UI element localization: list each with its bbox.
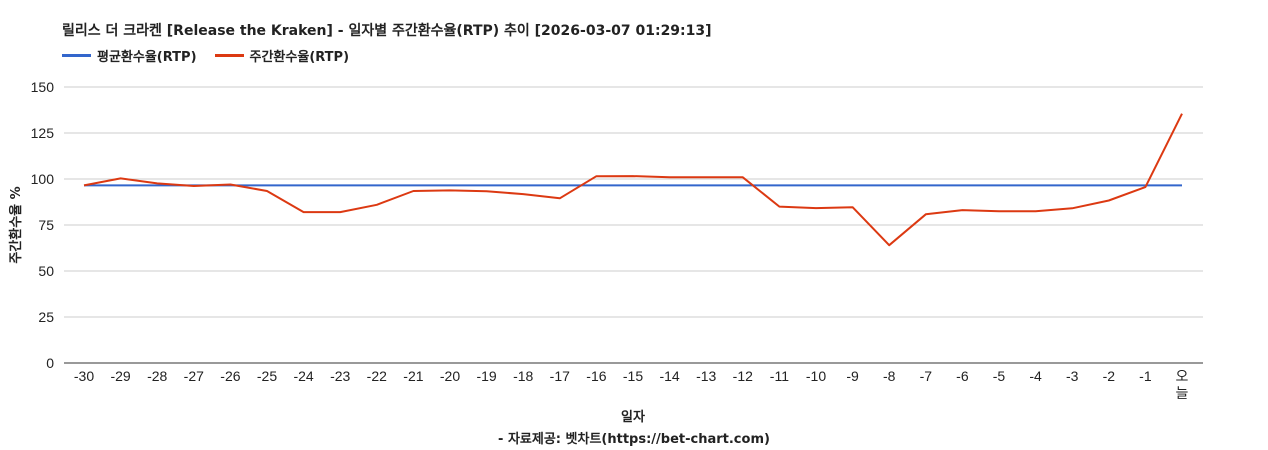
x-tick-label: -2 xyxy=(1103,368,1116,384)
series-lines xyxy=(83,113,1183,247)
x-tick-label: -5 xyxy=(993,368,1006,384)
gridlines xyxy=(64,86,1203,364)
x-tick-label: -26 xyxy=(220,368,240,384)
x-axis-title: 일자 xyxy=(621,410,645,425)
x-tick-label: -9 xyxy=(846,368,859,384)
x-tick-label: -13 xyxy=(696,368,716,384)
x-tick-label: -10 xyxy=(806,368,826,384)
y-tick-label: 150 xyxy=(31,79,55,95)
legend-label-average: 평균환수율(RTP) xyxy=(97,49,197,65)
legend-swatch-average xyxy=(62,53,91,57)
y-tick-labels: 0 25 50 75 100 125 150 xyxy=(31,79,55,371)
chart-title: 릴리스 더 크라켄 [Release the Kraken] - 일자별 주간환… xyxy=(62,23,712,39)
x-tick-label: -1 xyxy=(1139,368,1152,384)
y-axis-title: 주간환수율 % xyxy=(8,186,24,263)
x-tick-label: -15 xyxy=(623,368,643,384)
x-tick-labels: -30 -29 -28 -27 -26 -25 -24 -23 -22 -21 -20 -19 -18 -… xyxy=(74,368,1189,401)
x-tick-label: -18 xyxy=(513,368,533,384)
legend-item-average[interactable]: 평균환수율(RTP) xyxy=(62,46,197,65)
legend-item-weekly[interactable]: 주간환수율(RTP) xyxy=(214,46,350,65)
x-tick-label: -27 xyxy=(184,368,204,384)
y-tick-label: 125 xyxy=(31,125,55,141)
y-tick-label: 50 xyxy=(38,263,54,279)
y-tick-label: 25 xyxy=(38,309,54,325)
x-tick-label: -21 xyxy=(403,368,423,384)
x-tick-label: -25 xyxy=(257,368,277,384)
x-tick-label: -4 xyxy=(1029,368,1042,384)
series-line-weekly[interactable] xyxy=(83,113,1183,247)
x-tick-label: -29 xyxy=(110,368,130,384)
x-tick-label: -14 xyxy=(659,368,679,384)
y-tick-label: 100 xyxy=(31,171,55,187)
x-tick-label: -19 xyxy=(476,368,496,384)
x-tick-label: -8 xyxy=(883,368,896,384)
x-tick-label: -16 xyxy=(586,368,606,384)
x-tick-label: -17 xyxy=(550,368,570,384)
x-tick-label: -30 xyxy=(74,368,94,384)
x-tick-label: -6 xyxy=(956,368,969,384)
x-tick-label: -28 xyxy=(147,368,167,384)
x-tick-label: -7 xyxy=(920,368,933,384)
x-tick-label: -12 xyxy=(733,368,753,384)
legend-label-weekly: 주간환수율(RTP) xyxy=(249,49,350,65)
x-tick-label: -22 xyxy=(367,368,387,384)
x-tick-label: -24 xyxy=(293,368,313,384)
source-credit: - 자료제공: 벳차트(https://bet-chart.com) xyxy=(498,432,770,447)
y-tick-label: 0 xyxy=(46,355,54,371)
y-tick-label: 75 xyxy=(38,217,54,233)
x-tick-label: -23 xyxy=(330,368,350,384)
legend: 평균환수율(RTP) 주간환수율(RTP) xyxy=(62,46,367,65)
x-tick-label: -11 xyxy=(770,368,789,384)
x-tick-label: -20 xyxy=(440,368,460,384)
x-tick-label: -3 xyxy=(1066,368,1079,384)
legend-swatch-weekly xyxy=(214,53,244,57)
